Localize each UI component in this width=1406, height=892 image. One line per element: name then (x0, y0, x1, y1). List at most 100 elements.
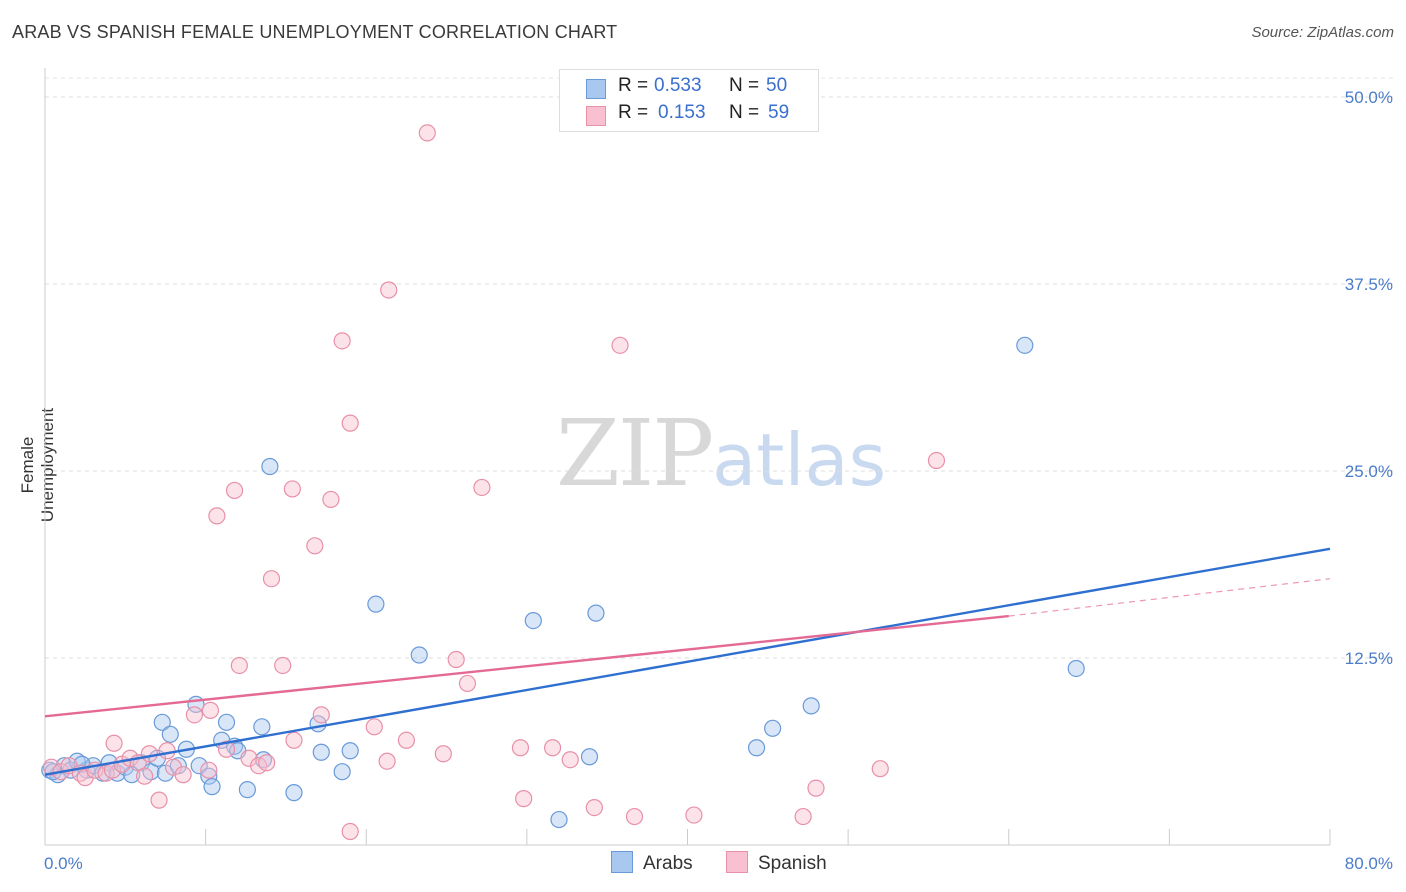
arabs-trend-line (44, 547, 1331, 776)
spanish-point (217, 740, 236, 758)
legend-r-value: 0.153 (658, 102, 706, 123)
spanish-point (150, 791, 168, 809)
legend-swatch-spanish (586, 106, 606, 126)
arabs-point (1016, 336, 1034, 354)
spanish-point (201, 701, 220, 719)
spanish-point (341, 822, 359, 841)
spanish-point (42, 758, 61, 776)
spanish-point (285, 731, 303, 749)
arabs-point (747, 739, 766, 757)
spanish-point (561, 751, 579, 769)
legend-n-value: 50 (766, 75, 788, 96)
spanish-point (625, 807, 644, 826)
arabs-point (261, 457, 279, 476)
spanish-point (333, 332, 351, 350)
arabs-point (285, 784, 303, 802)
spanish-point (447, 650, 465, 669)
spanish-point (871, 760, 889, 778)
arabs-point (410, 646, 428, 664)
spanish-trend-line (44, 614, 1009, 718)
spanish-point (306, 537, 324, 555)
arabs-point (312, 743, 330, 761)
spanish-point (511, 739, 530, 757)
spanish-point (140, 745, 159, 763)
bottom-legend-swatch-spanish (726, 851, 748, 873)
legend-n-value: 59 (768, 102, 790, 123)
chart-title: ARAB VS SPANISH FEMALE UNEMPLOYMENT CORR… (12, 22, 618, 42)
arabs-point (764, 719, 782, 737)
legend-r-label: R = (618, 102, 649, 123)
spanish-point (473, 478, 491, 497)
spanish-point (105, 734, 123, 752)
watermark-atlas: atlas (712, 418, 887, 502)
arabs-point (802, 697, 820, 715)
spanish-point (380, 281, 398, 299)
legend-n-label: N = (729, 102, 760, 123)
chart-source: Source: ZipAtlas.com (1251, 24, 1394, 41)
spanish-point (322, 490, 340, 509)
arabs-point (580, 748, 599, 766)
arabs-point (203, 778, 221, 796)
spanish-point (365, 718, 383, 736)
arabs-point (238, 781, 256, 799)
spanish-point (158, 742, 176, 760)
watermark: ZIPatlas (556, 400, 886, 507)
arabs-point (161, 725, 179, 743)
arabs-point (341, 742, 359, 760)
spanish-point (543, 739, 562, 757)
arabs-point (550, 810, 568, 829)
watermark-zip: ZIP (556, 400, 714, 507)
spanish-point (807, 779, 825, 797)
arabs-point (200, 767, 218, 785)
legend-r-label: R = (618, 75, 649, 96)
spanish-point (927, 451, 946, 470)
spanish-point (341, 414, 359, 432)
spanish-point (418, 124, 436, 142)
spanish-point (685, 806, 703, 824)
y-tick-label: 12.5% (1345, 649, 1393, 668)
legend-n-label: N = (729, 75, 760, 96)
spanish-point (208, 507, 226, 525)
spanish-point (611, 336, 629, 354)
stats-legend: R = 0.533 N = 50 R = 0.153 N = 59 (559, 69, 819, 132)
arabs-point (253, 718, 271, 736)
legend-swatch-arabs (586, 79, 606, 99)
spanish-point (283, 480, 301, 498)
bottom-legend-spanish: Spanish (726, 851, 827, 875)
spanish-point (200, 761, 218, 779)
spanish-point (230, 656, 248, 675)
bottom-legend-swatch-arabs (611, 851, 633, 873)
x-tick-label: 0.0% (44, 854, 83, 873)
spanish-point (434, 745, 452, 763)
spanish-point (397, 731, 416, 749)
spanish-point (378, 752, 396, 770)
x-tick-label: 80.0% (1345, 854, 1393, 873)
spanish-point (515, 790, 533, 808)
arabs-point (1067, 659, 1085, 678)
spanish-point (258, 754, 276, 772)
spanish-point (174, 766, 192, 784)
spanish-point (185, 706, 203, 724)
bottom-legend-arabs: Arabs (611, 851, 693, 875)
y-tick-label: 50.0% (1345, 88, 1393, 107)
arabs-point (153, 713, 171, 731)
bottom-legend-label-arabs: Arabs (643, 853, 693, 874)
bottom-legend-label-spanish: Spanish (758, 853, 827, 874)
arabs-point (587, 604, 605, 622)
arabs-point (217, 713, 236, 731)
spanish-point (225, 481, 244, 500)
spanish-point (794, 807, 812, 826)
spanish-point (585, 798, 603, 817)
spanish-point (274, 656, 292, 675)
spanish-point (262, 570, 281, 588)
arabs-point (333, 763, 351, 781)
y-tick-label: 25.0% (1345, 462, 1393, 481)
legend-r-value: 0.533 (654, 75, 702, 96)
arabs-point (524, 611, 542, 630)
spanish-point (312, 706, 330, 724)
arabs-point (367, 595, 385, 613)
spanish-point (135, 767, 154, 785)
spanish-trend-extension (1008, 578, 1331, 617)
y-tick-label: 37.5% (1345, 275, 1393, 294)
